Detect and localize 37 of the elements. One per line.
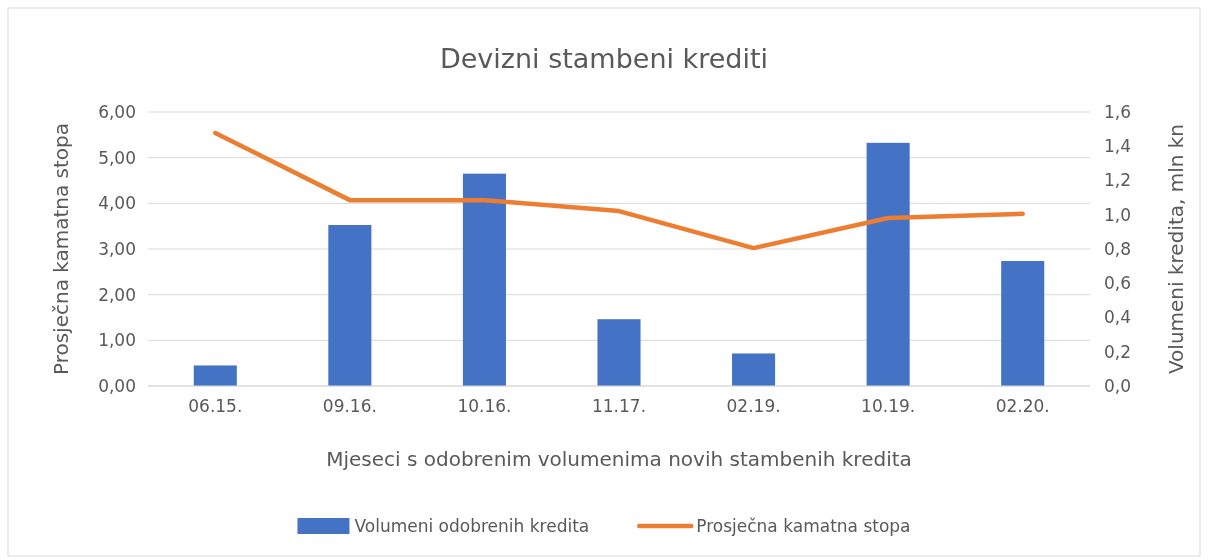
y2-tick-label: 0,0 bbox=[1104, 375, 1132, 396]
y-tick-label: 1,00 bbox=[98, 330, 136, 351]
y-tick-label: 5,00 bbox=[98, 147, 136, 168]
chart-title: Devizni stambeni krediti bbox=[439, 43, 769, 74]
x-tick-label: 02.20. bbox=[995, 396, 1050, 417]
bar bbox=[866, 142, 910, 386]
y-tick-label: 2,00 bbox=[98, 284, 136, 305]
y2-tick-label: 1,6 bbox=[1104, 101, 1132, 122]
bar bbox=[193, 365, 237, 386]
x-tick-label: 02.19. bbox=[726, 396, 781, 417]
bar bbox=[732, 353, 776, 386]
bar bbox=[328, 225, 372, 386]
x-tick-label: 06.15. bbox=[188, 396, 243, 417]
y2-tick-label: 1,4 bbox=[1104, 136, 1132, 157]
y2-tick-label: 0,6 bbox=[1104, 273, 1132, 294]
x-tick-label: 09.16. bbox=[322, 396, 377, 417]
y-tick-label: 3,00 bbox=[98, 238, 136, 259]
legend-label: Volumeni odobrenih kredita bbox=[354, 516, 590, 536]
y2-axis-title: Volumeni kredita, mln kn bbox=[1164, 123, 1188, 375]
legend-label: Prosječna kamatna stopa bbox=[696, 516, 911, 536]
y2-tick-label: 0,8 bbox=[1104, 238, 1132, 259]
bar bbox=[462, 173, 506, 386]
bar bbox=[597, 319, 641, 386]
y2-tick-label: 0,2 bbox=[1104, 341, 1132, 362]
x-tick-label: 10.16. bbox=[457, 396, 512, 417]
y-tick-label: 6,00 bbox=[98, 101, 136, 122]
bar bbox=[1001, 260, 1045, 386]
y-tick-label: 0,00 bbox=[98, 375, 136, 396]
x-tick-label: 11.17. bbox=[591, 396, 647, 417]
x-axis-title: Mjeseci s odobrenim volumenima novih stambenih kredita bbox=[326, 447, 912, 471]
x-tick-label: 10.19. bbox=[861, 396, 916, 417]
y2-tick-label: 1,0 bbox=[1104, 204, 1132, 225]
y-axis-title: Prosječna kamatna stopa bbox=[49, 122, 73, 376]
line-series bbox=[213, 130, 1025, 251]
y-tick-label: 4,00 bbox=[98, 193, 136, 214]
y2-tick-label: 1,2 bbox=[1104, 170, 1132, 191]
y2-tick-label: 0,4 bbox=[1104, 307, 1132, 328]
